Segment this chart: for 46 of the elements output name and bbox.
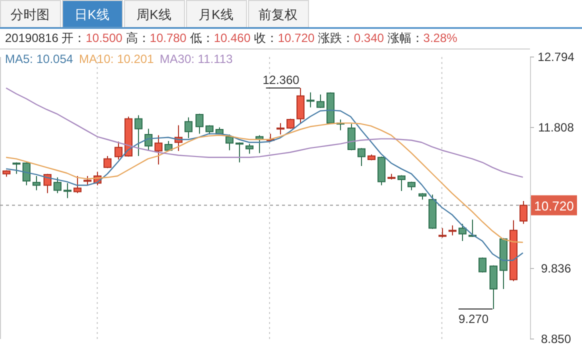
line-series <box>5 87 524 178</box>
line-series <box>5 110 524 261</box>
candlestick <box>236 142 244 163</box>
candlestick <box>520 200 528 224</box>
candlestick <box>154 134 162 166</box>
y-tick-label: 9.836 <box>540 262 572 276</box>
candlestick <box>74 175 82 194</box>
extreme-note: 12.360 <box>262 73 300 89</box>
candlestick <box>458 223 466 242</box>
candlestick <box>32 175 40 191</box>
candlestick <box>358 148 366 166</box>
text: 日K线 <box>74 7 110 22</box>
candlestick <box>316 94 324 109</box>
candlestick <box>296 88 304 124</box>
candlestick <box>276 122 284 136</box>
ref-line-label: 10.720 <box>534 198 574 214</box>
candlestick <box>398 174 406 192</box>
text: 周K线 <box>136 7 172 22</box>
candlestick <box>184 116 192 139</box>
candlestick <box>226 134 234 151</box>
annotation: 9.270 <box>458 312 489 326</box>
candlestick <box>84 175 92 186</box>
candlestick <box>490 264 498 310</box>
candlestick <box>134 114 142 156</box>
y-tick-label: 11.808 <box>538 120 574 134</box>
text: 分时图 <box>10 7 50 22</box>
candlestick <box>64 182 72 199</box>
text: 月K线 <box>198 7 234 22</box>
text: MA30: 11.113 <box>160 52 234 66</box>
candlestick <box>196 113 204 134</box>
candlestick <box>144 128 152 151</box>
candlestick <box>114 141 122 160</box>
candlestick <box>54 176 62 194</box>
line-series <box>5 122 524 243</box>
extreme-note: 9.270 <box>458 308 493 326</box>
candlestick <box>306 92 314 108</box>
text: 前复权 <box>258 7 298 22</box>
candlestick <box>438 228 446 238</box>
text: 20190816 开：10.500 高：10.780 低：10.460 收：10.720 涨跌：0.340 涨幅：3.28% <box>5 31 458 45</box>
candlestick <box>104 155 112 169</box>
text: MA5: 10.054 <box>5 52 74 66</box>
y-tick-label: 8.850 <box>540 332 572 346</box>
y-tick-label: 12.794 <box>538 50 575 64</box>
candlestick <box>246 143 254 154</box>
text: MA10: 10.201 <box>79 52 154 66</box>
candlestick <box>448 224 456 236</box>
